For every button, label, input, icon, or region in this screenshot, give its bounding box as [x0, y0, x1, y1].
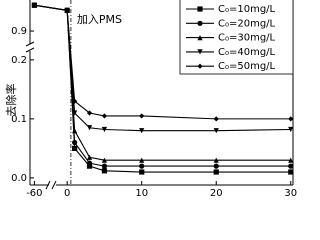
- x-tick-label: -60: [26, 188, 42, 199]
- marker: [288, 126, 293, 133]
- chart: 去除率 0.0 0.1 0.2 0.9 -60 0 10 20 30 加入PMS C₀=10mg/L…: [4, 0, 297, 199]
- marker: [139, 169, 145, 175]
- y-axis-label: 去除率: [4, 84, 18, 117]
- y-break-mark: [25, 47, 35, 53]
- marker: [64, 7, 70, 13]
- legend-marker: [197, 35, 203, 41]
- x-tick-label: 0: [64, 188, 70, 199]
- x-break-mark: [51, 180, 57, 190]
- page: 去除率 0.0 0.1 0.2 0.9 -60 0 10 20 30 加入PMS C₀=10mg/L…: [4, 0, 298, 199]
- legend-marker: [197, 63, 203, 69]
- marker: [213, 116, 219, 122]
- x-tick-label: 30: [284, 188, 297, 199]
- marker: [288, 116, 293, 122]
- marker: [139, 113, 145, 119]
- marker: [213, 157, 219, 163]
- legend-marker: [197, 49, 203, 55]
- marker: [213, 128, 219, 134]
- legend-box: [179, 0, 294, 75]
- legend-marker: [197, 20, 203, 26]
- marker: [86, 154, 93, 160]
- marker: [213, 163, 219, 169]
- marker: [72, 139, 78, 146]
- x-tick-label: 20: [210, 188, 223, 199]
- marker: [86, 160, 93, 166]
- marker: [86, 125, 93, 131]
- marker: [101, 113, 108, 119]
- y-tick-label: 0.1: [11, 114, 27, 125]
- marker: [72, 98, 78, 104]
- legend-marker: [197, 6, 203, 12]
- marker: [101, 168, 108, 174]
- marker: [72, 110, 78, 116]
- marker: [288, 163, 293, 169]
- marker: [31, 2, 37, 8]
- legend-label: C₀=10mg/L: [218, 4, 276, 15]
- marker: [139, 163, 145, 169]
- legend-label: C₀=40mg/L: [218, 47, 276, 58]
- marker: [288, 157, 293, 163]
- plot-area: [31, 2, 293, 175]
- marker: [72, 145, 78, 152]
- marker: [101, 163, 108, 169]
- marker: [72, 128, 78, 134]
- marker: [288, 169, 293, 175]
- legend-label: C₀=30mg/L: [218, 33, 276, 44]
- marker: [86, 163, 93, 169]
- marker: [139, 128, 145, 134]
- y-tick-label: 0.9: [11, 26, 27, 37]
- y-tick-label: 0.2: [11, 55, 27, 66]
- marker: [139, 157, 145, 163]
- marker: [101, 157, 108, 163]
- annotation: 加入PMS: [77, 13, 122, 26]
- marker: [86, 110, 93, 116]
- marker: [101, 126, 108, 133]
- legend-label: C₀=20mg/L: [218, 18, 276, 29]
- x-tick-label: 10: [135, 188, 148, 199]
- marker: [213, 169, 219, 175]
- legend-label: C₀=50mg/L: [218, 61, 276, 72]
- series-line: [34, 4, 291, 120]
- y-tick-label: 0.0: [11, 173, 27, 184]
- y-break-mark: [25, 41, 35, 47]
- x-break-mark: [45, 180, 51, 190]
